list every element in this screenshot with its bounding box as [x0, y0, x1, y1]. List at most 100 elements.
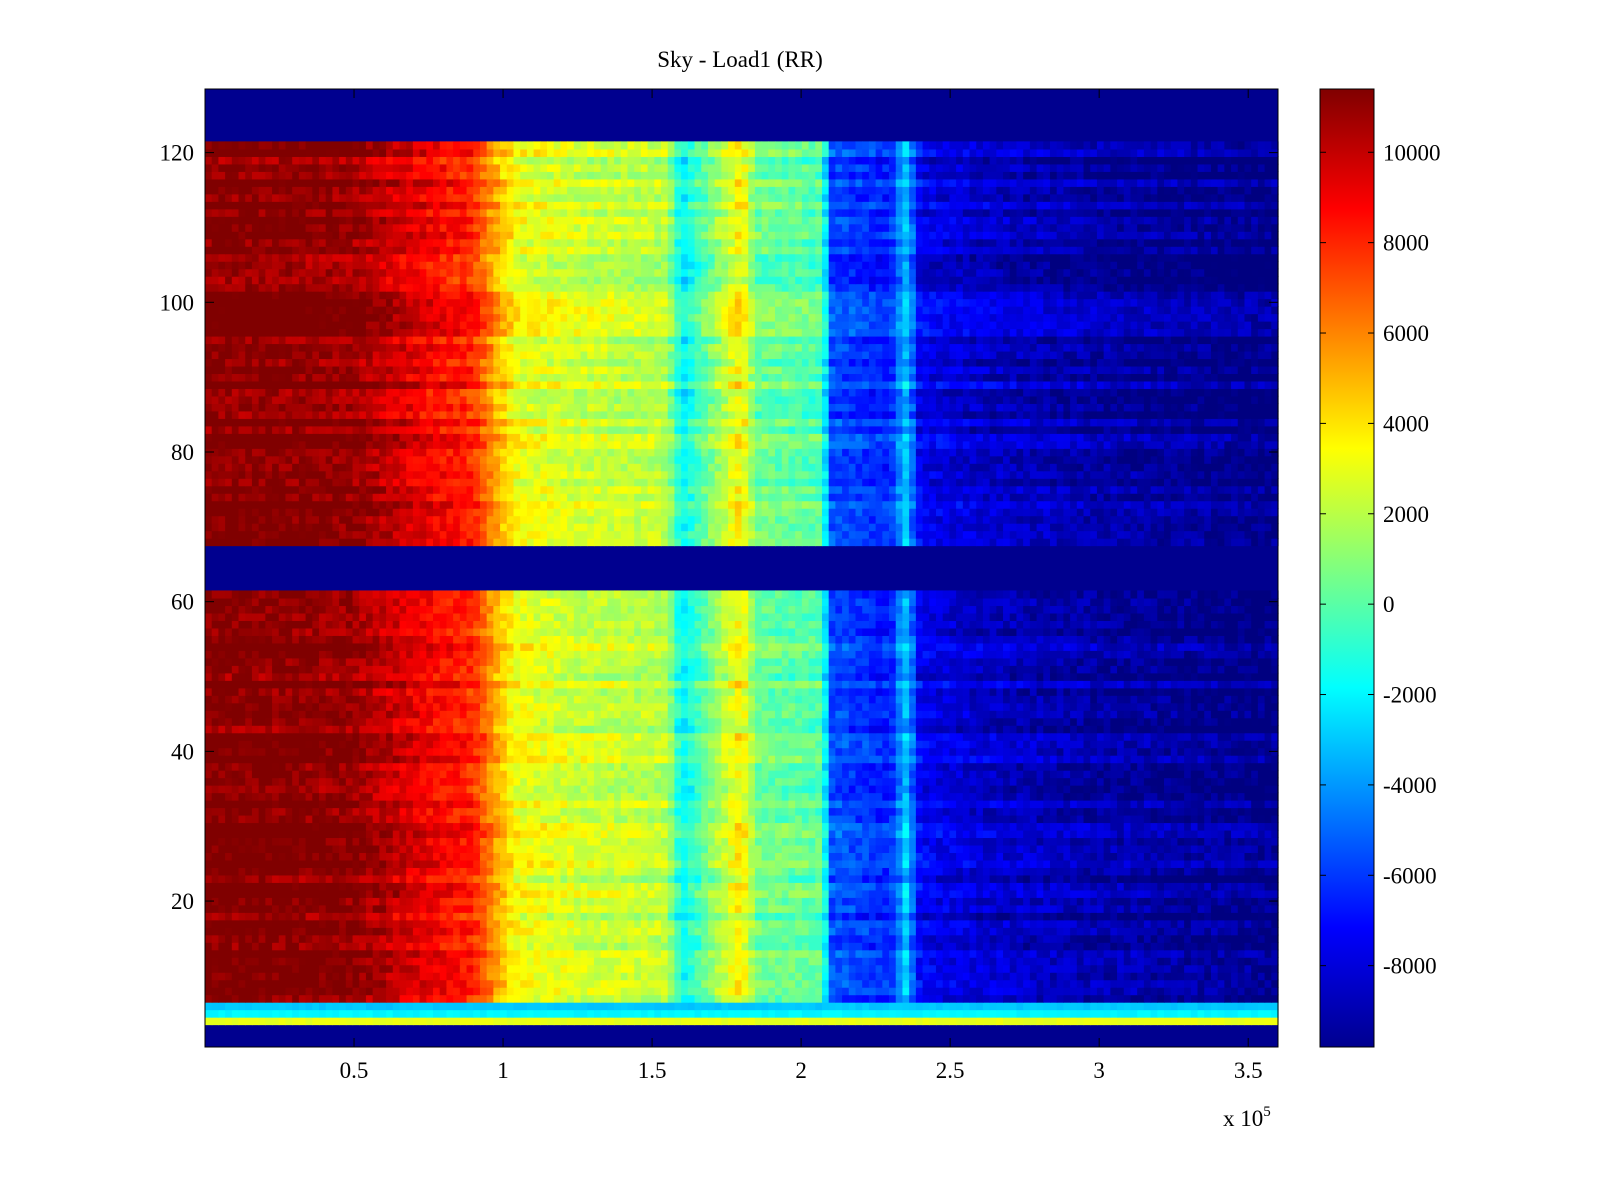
heatmap-cell — [359, 980, 366, 988]
heatmap-cell — [1204, 972, 1211, 980]
heatmap-cell — [540, 972, 547, 980]
heatmap-cell — [1104, 1002, 1111, 1010]
heatmap-cell — [393, 995, 400, 1003]
heatmap-cell — [473, 950, 480, 958]
heatmap-cell — [1010, 957, 1017, 965]
heatmap-cell — [399, 995, 406, 1003]
heatmap-cell — [446, 980, 453, 988]
heatmap-cell — [654, 957, 661, 965]
heatmap-cell — [1110, 1010, 1117, 1018]
heatmap-cell — [581, 972, 588, 980]
heatmap-cell — [393, 927, 400, 935]
heatmap-cell — [1090, 935, 1097, 943]
heatmap-cell — [735, 950, 742, 958]
heatmap-cell — [788, 965, 795, 973]
heatmap-cell — [554, 965, 561, 973]
heatmap-cell — [1084, 942, 1091, 950]
heatmap-cell — [762, 1002, 769, 1010]
heatmap-cell — [379, 927, 386, 935]
heatmap-cell — [1077, 1010, 1084, 1018]
heatmap-cell — [292, 957, 299, 965]
heatmap-cell — [1090, 995, 1097, 1003]
heatmap-cell — [1151, 995, 1158, 1003]
heatmap-cell — [1231, 942, 1238, 950]
heatmap-cell — [889, 995, 896, 1003]
heatmap-cell — [976, 980, 983, 988]
heatmap-cell — [674, 942, 681, 950]
heatmap-cell — [373, 995, 380, 1003]
heatmap-cell — [560, 995, 567, 1003]
heatmap-cell — [527, 965, 534, 973]
heatmap-cell — [487, 987, 494, 995]
heatmap-cell — [641, 950, 648, 958]
heatmap-cell — [996, 935, 1003, 943]
heatmap-cell — [500, 995, 507, 1003]
heatmap-cell — [728, 995, 735, 1003]
heatmap-cell — [373, 1002, 380, 1010]
heatmap-cell — [232, 965, 239, 973]
heatmap-cell — [259, 987, 266, 995]
heatmap-cell — [1251, 1002, 1258, 1010]
heatmap-cell — [708, 950, 715, 958]
heatmap-cell — [996, 995, 1003, 1003]
heatmap-cell — [1218, 1002, 1225, 1010]
heatmap-cell — [359, 1002, 366, 1010]
heatmap-cell — [433, 935, 440, 943]
heatmap-cell — [1070, 995, 1077, 1003]
heatmap-cell — [1037, 987, 1044, 995]
heatmap-cell — [386, 927, 393, 935]
heatmap-cell — [446, 987, 453, 995]
heatmap-cell — [265, 980, 272, 988]
heatmap-cell — [339, 980, 346, 988]
heatmap-cell — [1231, 1010, 1238, 1018]
heatmap-cell — [1050, 942, 1057, 950]
heatmap-cell — [856, 957, 863, 965]
heatmap-cell — [648, 980, 655, 988]
heatmap-cell — [353, 1002, 360, 1010]
heatmap-cell — [1191, 972, 1198, 980]
heatmap-cell — [842, 1010, 849, 1018]
heatmap-cell — [943, 950, 950, 958]
heatmap-cell — [835, 950, 842, 958]
heatmap-cell — [332, 995, 339, 1003]
heatmap-cell — [849, 957, 856, 965]
heatmap-cell — [983, 987, 990, 995]
heatmap-cell — [547, 1017, 554, 1025]
heatmap-cell — [627, 1017, 634, 1025]
heatmap-cell — [581, 987, 588, 995]
heatmap-cell — [990, 942, 997, 950]
heatmap-cell — [446, 950, 453, 958]
heatmap-cell — [701, 935, 708, 943]
heatmap-cell — [473, 927, 480, 935]
heatmap-cell — [487, 942, 494, 950]
heatmap-cell — [326, 1002, 333, 1010]
heatmap-cell — [1137, 1017, 1144, 1025]
heatmap-cell — [1030, 1017, 1037, 1025]
heatmap-cell — [487, 927, 494, 935]
heatmap-cell — [1171, 1017, 1178, 1025]
heatmap-cell — [272, 980, 279, 988]
heatmap-cell — [467, 995, 474, 1003]
heatmap-cell — [1198, 942, 1205, 950]
heatmap-cell — [976, 950, 983, 958]
heatmap-cell — [822, 987, 829, 995]
heatmap-cell — [513, 1002, 520, 1010]
heatmap-cell — [688, 1017, 695, 1025]
heatmap-cell — [393, 942, 400, 950]
heatmap-cell — [970, 972, 977, 980]
heatmap-cell — [654, 995, 661, 1003]
heatmap-cell — [688, 935, 695, 943]
heatmap-cell — [560, 950, 567, 958]
heatmap-cell — [896, 965, 903, 973]
heatmap-cell — [1211, 980, 1218, 988]
heatmap-cell — [480, 935, 487, 943]
heatmap-cell — [775, 935, 782, 943]
heatmap-cell — [245, 1010, 252, 1018]
heatmap-cell — [554, 942, 561, 950]
heatmap-cell — [218, 995, 225, 1003]
heatmap-cell — [634, 980, 641, 988]
heatmap-cell — [788, 1002, 795, 1010]
heatmap-cell — [970, 1010, 977, 1018]
heatmap-cell — [970, 935, 977, 943]
heatmap-cell — [1204, 950, 1211, 958]
